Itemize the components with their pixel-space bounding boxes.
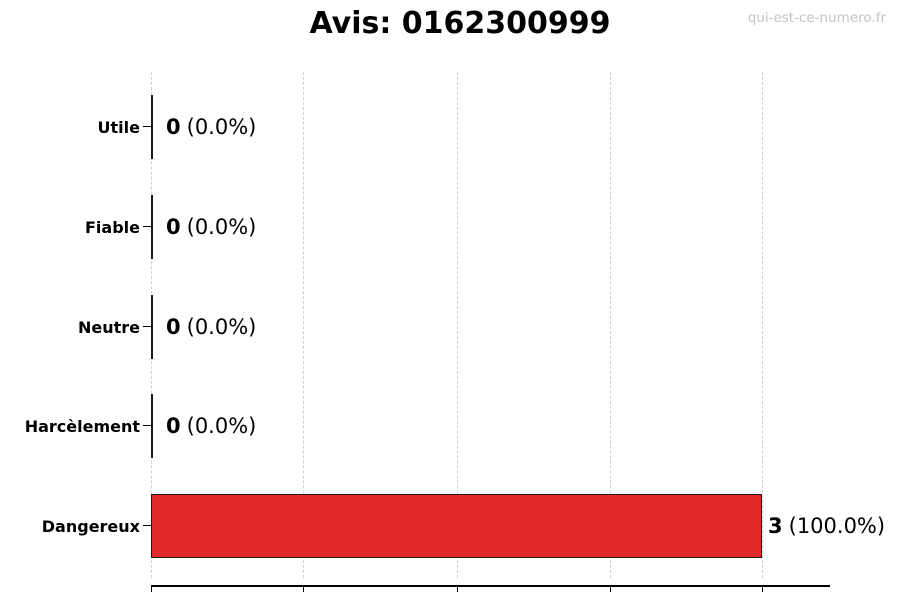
bar-percent-harcelement: (0.0%) <box>186 414 257 438</box>
bar-count-dangereux: 3 <box>768 514 783 538</box>
chart-row-harcelement: Harcèlement 0 (0.0%) <box>0 394 900 458</box>
bar-dangereux <box>151 494 762 558</box>
x-tick-1 <box>303 585 304 592</box>
bar-value-label-fiable: 0 (0.0%) <box>166 195 256 259</box>
bar-value-label-neutre: 0 (0.0%) <box>166 295 256 359</box>
bar-count-harcelement: 0 <box>166 414 181 438</box>
x-tick-0 <box>151 585 152 592</box>
y-axis-label-dangereux: Dangereux <box>41 516 140 536</box>
y-axis-label-fiable: Fiable <box>85 217 140 237</box>
bar-fiable <box>151 195 153 259</box>
x-tick-3 <box>610 585 611 592</box>
gridline-x-1 <box>303 72 304 578</box>
bar-utile <box>151 95 153 159</box>
chart-row-utile: Utile 0 (0.0%) <box>0 95 900 159</box>
y-tick-fiable <box>143 226 151 227</box>
y-axis-label-harcelement: Harcèlement <box>24 416 140 436</box>
chart-title: Avis: 0162300999 <box>309 6 611 41</box>
bar-percent-utile: (0.0%) <box>186 115 257 139</box>
bar-neutre <box>151 295 153 359</box>
bar-count-utile: 0 <box>166 115 181 139</box>
gridline-x-2 <box>457 72 458 578</box>
y-tick-neutre <box>143 326 151 327</box>
gridline-x-3 <box>610 72 611 578</box>
y-axis-label-utile: Utile <box>97 117 140 137</box>
bar-percent-neutre: (0.0%) <box>186 315 257 339</box>
y-tick-utile <box>143 126 151 127</box>
bar-count-neutre: 0 <box>166 315 181 339</box>
chart-row-fiable: Fiable 0 (0.0%) <box>0 195 900 259</box>
chart-row-neutre: Neutre 0 (0.0%) <box>0 295 900 359</box>
bar-value-label-dangereux: 3 (100.0%) <box>768 494 885 558</box>
gridline-x-4 <box>762 72 763 578</box>
y-tick-harcelement <box>143 425 151 426</box>
bar-percent-dangereux: (100.0%) <box>788 514 886 538</box>
x-tick-4 <box>762 585 763 592</box>
site-watermark: qui-est-ce-numero.fr <box>747 10 886 26</box>
x-tick-2 <box>457 585 458 592</box>
x-axis-line <box>151 585 830 587</box>
bar-harcelement <box>151 394 153 458</box>
chart-row-dangereux: Dangereux 3 (100.0%) <box>0 494 900 558</box>
y-axis-label-neutre: Neutre <box>77 317 140 337</box>
bar-value-label-utile: 0 (0.0%) <box>166 95 256 159</box>
bar-count-fiable: 0 <box>166 215 181 239</box>
y-tick-dangereux <box>143 525 151 526</box>
bar-value-label-harcelement: 0 (0.0%) <box>166 394 256 458</box>
bar-percent-fiable: (0.0%) <box>186 215 257 239</box>
